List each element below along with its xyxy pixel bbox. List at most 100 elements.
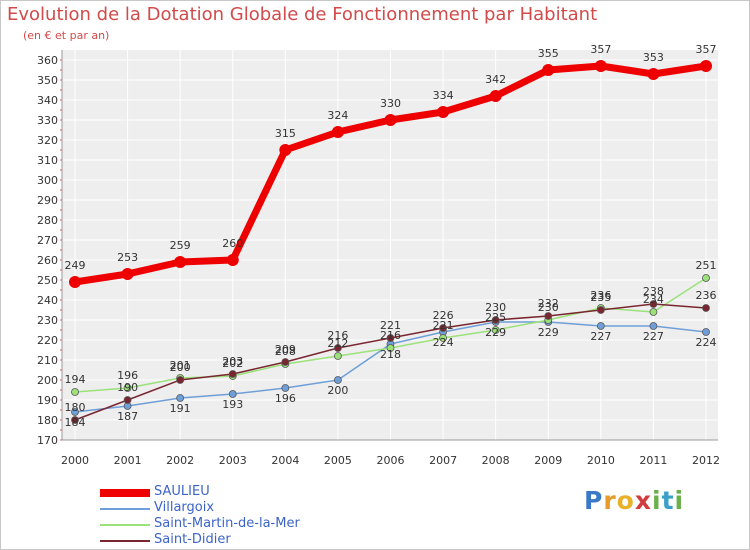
- data-label-saint-martin-de-la-mer: 230: [538, 301, 559, 314]
- data-point-villargoix: [334, 376, 342, 384]
- data-point-saint-martin-de-la-mer: [702, 274, 710, 282]
- x-tick-label: 2010: [587, 454, 615, 467]
- y-tick-label: 240: [37, 294, 58, 307]
- data-label-saulieu: 259: [170, 239, 191, 252]
- data-point-saint-didier: [228, 370, 237, 378]
- data-label-saint-didier: 226: [433, 309, 454, 322]
- x-tick-label: 2012: [692, 454, 720, 467]
- y-tick-label: 170: [37, 434, 58, 447]
- data-label-saint-martin-de-la-mer: 216: [380, 329, 401, 342]
- legend-swatch-saint-martin-de-la-mer: [100, 524, 150, 526]
- data-label-villargoix: 229: [485, 326, 506, 339]
- data-label-saint-didier: 221: [380, 319, 401, 332]
- data-label-saulieu: 260: [222, 237, 243, 250]
- data-label-villargoix: 227: [590, 330, 611, 343]
- data-point-saint-martin-de-la-mer: [386, 344, 395, 352]
- y-tick-label: 350: [37, 74, 58, 87]
- data-label-saulieu: 353: [643, 51, 664, 64]
- data-point-saulieu: [174, 256, 187, 268]
- data-point-saulieu: [594, 60, 607, 72]
- data-label-villargoix: 229: [538, 326, 559, 339]
- x-tick-label: 2006: [377, 454, 405, 467]
- data-point-saulieu: [279, 144, 292, 156]
- data-label-saulieu: 253: [117, 251, 138, 264]
- x-tick-label: 2003: [219, 454, 247, 467]
- data-point-saint-didier: [71, 416, 79, 424]
- proxiti-logo-letter: t: [661, 486, 675, 515]
- y-tick-label: 210: [37, 354, 58, 367]
- data-label-saint-didier: 236: [696, 289, 717, 302]
- data-label-saint-martin-de-la-mer: 208: [275, 345, 296, 358]
- data-label-villargoix: 196: [275, 392, 296, 405]
- data-label-saulieu: 342: [485, 73, 506, 86]
- y-tick-label: 330: [37, 114, 58, 127]
- data-point-saulieu: [331, 126, 344, 138]
- data-label-villargoix: 191: [170, 402, 191, 415]
- y-tick-label: 190: [37, 394, 58, 407]
- data-label-saint-didier: 232: [538, 297, 559, 310]
- data-point-saint-martin-de-la-mer: [71, 388, 79, 396]
- y-tick-label: 270: [37, 234, 58, 247]
- data-point-saulieu: [700, 60, 712, 72]
- proxiti-logo-letter: o: [616, 486, 635, 515]
- y-tick-label: 220: [37, 334, 58, 347]
- y-tick-label: 320: [37, 134, 58, 147]
- data-label-saint-martin-de-la-mer: 251: [696, 259, 717, 272]
- data-label-saint-martin-de-la-mer: 221: [433, 319, 454, 332]
- data-point-saint-didier: [386, 334, 395, 342]
- legend-label-saint-didier: Saint-Didier: [154, 532, 231, 547]
- data-label-saulieu: 355: [538, 47, 559, 60]
- data-point-saint-didier: [491, 316, 500, 324]
- chart-subtitle: (en € et par an): [23, 29, 110, 42]
- y-tick-label: 260: [37, 254, 58, 267]
- legend-label-saint-martin-de-la-mer: Saint-Martin-de-la-Mer: [154, 516, 300, 531]
- proxiti-logo: Proxiti: [584, 486, 684, 515]
- data-point-saint-didier: [544, 312, 553, 320]
- data-label-saulieu: 330: [380, 97, 401, 110]
- legend-label-saulieu: SAULIEU: [154, 484, 210, 499]
- y-tick-label: 250: [37, 274, 58, 287]
- data-point-villargoix: [702, 328, 710, 336]
- data-label-saulieu: 249: [65, 259, 86, 272]
- data-point-villargoix: [649, 322, 658, 330]
- data-label-saulieu: 315: [275, 127, 296, 140]
- data-label-saulieu: 324: [327, 109, 348, 122]
- proxiti-logo-letter: r: [603, 486, 617, 515]
- data-point-villargoix: [71, 408, 79, 416]
- data-label-villargoix: 200: [327, 384, 348, 397]
- data-label-villargoix: 193: [222, 398, 243, 411]
- data-point-saint-didier: [596, 306, 605, 314]
- proxiti-logo-letter: i: [674, 486, 685, 515]
- data-label-saint-martin-de-la-mer: 196: [117, 369, 138, 382]
- data-label-villargoix: 224: [696, 336, 717, 349]
- data-point-saint-martin-de-la-mer: [649, 308, 658, 316]
- data-label-saulieu: 357: [590, 43, 611, 56]
- data-label-villargoix: 227: [643, 330, 664, 343]
- data-point-saint-didier: [334, 344, 342, 352]
- data-point-saint-martin-de-la-mer: [439, 334, 447, 342]
- data-point-villargoix: [176, 394, 185, 402]
- x-tick-label: 2004: [271, 454, 299, 467]
- y-tick-label: 180: [37, 414, 58, 427]
- legend-swatch-villargoix: [100, 508, 150, 510]
- data-label-villargoix: 218: [380, 348, 401, 361]
- data-label-saulieu: 357: [696, 43, 717, 56]
- data-point-saulieu: [121, 268, 134, 280]
- data-label-villargoix: 224: [433, 336, 454, 349]
- y-tick-label: 200: [37, 374, 58, 387]
- y-tick-label: 300: [37, 174, 58, 187]
- data-label-saint-martin-de-la-mer: 194: [65, 373, 86, 386]
- data-label-saint-martin-de-la-mer: 212: [327, 337, 348, 350]
- data-label-saint-didier: 238: [643, 285, 664, 298]
- data-point-saint-didier: [123, 396, 132, 404]
- data-point-saint-didier: [439, 324, 447, 332]
- proxiti-logo-letter: i: [652, 486, 662, 515]
- data-label-saint-martin-de-la-mer: 201: [170, 359, 191, 372]
- x-tick-label: 2007: [429, 454, 457, 467]
- data-label-saint-martin-de-la-mer: 202: [222, 357, 243, 370]
- data-label-saint-didier: 180: [65, 401, 86, 414]
- data-label-villargoix: 187: [117, 410, 138, 423]
- data-point-saint-didier: [176, 376, 185, 384]
- data-label-saint-didier: 203: [222, 355, 243, 368]
